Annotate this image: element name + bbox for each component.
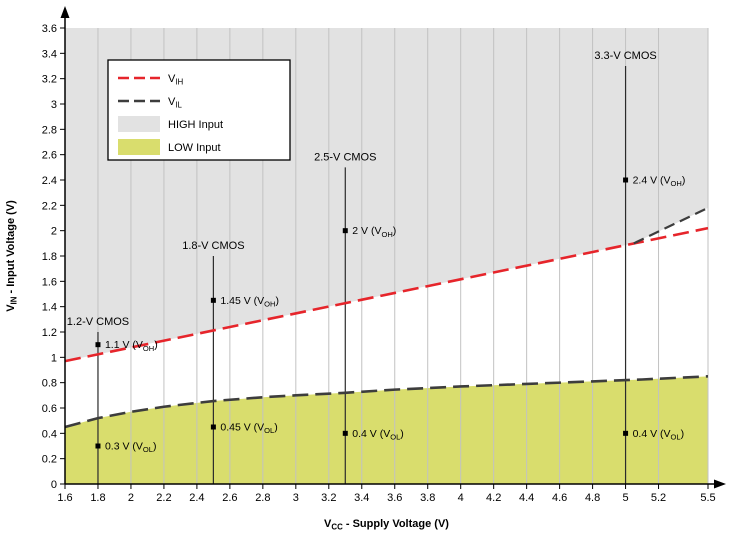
cmos-label: 3.3-V CMOS — [594, 50, 656, 62]
legend-box — [107, 59, 291, 161]
y-tick-label: 3 — [51, 99, 57, 111]
cmos-label: 1.2-V CMOS — [67, 316, 129, 328]
y-tick-label: 3.6 — [42, 23, 57, 35]
x-tick-label: 3.4 — [354, 492, 369, 504]
x-tick-label: 3.6 — [387, 492, 402, 504]
x-tick-label: 2 — [128, 492, 134, 504]
y-tick-label: 1.2 — [42, 327, 57, 339]
y-tick-label: 1.4 — [42, 302, 57, 314]
y-tick-label: 2.6 — [42, 150, 57, 162]
legend-label: VIL — [168, 96, 183, 110]
y-axis-title: VIN - Input Voltage (V) — [5, 200, 19, 312]
point-marker — [95, 443, 101, 449]
legend-label: VIH — [168, 73, 184, 87]
y-tick-label: 1 — [51, 352, 57, 364]
y-tick-label: 0 — [51, 479, 57, 491]
point-marker — [623, 177, 629, 183]
y-axis-arrow — [60, 6, 70, 18]
point-marker — [342, 430, 348, 436]
point-marker — [210, 297, 216, 303]
point-marker — [342, 228, 348, 234]
cmos-label: 2.5-V CMOS — [314, 151, 376, 163]
x-tick-label: 3.8 — [420, 492, 435, 504]
y-tick-label: 3.2 — [42, 74, 57, 86]
y-tick-label: 0.4 — [42, 428, 57, 440]
point-label: 0.4 V (VOL) — [352, 428, 404, 442]
y-tick-label: 2.8 — [42, 124, 57, 136]
x-axis-arrow — [714, 479, 726, 489]
x-tick-label: 3.2 — [321, 492, 336, 504]
x-tick-label: 2.4 — [189, 492, 204, 504]
x-tick-label: 4.4 — [519, 492, 534, 504]
point-marker — [210, 424, 216, 430]
x-tick-label: 2.6 — [222, 492, 237, 504]
x-tick-label: 3 — [293, 492, 299, 504]
point-label: 1.1 V (VOH) — [105, 339, 158, 353]
point-label: 2.4 V (VOH) — [633, 175, 686, 189]
point-marker — [95, 342, 101, 348]
x-tick-label: 4.2 — [486, 492, 501, 504]
y-tick-label: 3.4 — [42, 48, 57, 60]
legend-fill-swatch — [118, 116, 160, 132]
y-tick-label: 2.4 — [42, 175, 57, 187]
point-label: 2 V (VOH) — [352, 225, 396, 239]
x-tick-label: 5.5 — [700, 492, 715, 504]
x-tick-label: 5.2 — [651, 492, 666, 504]
y-tick-label: 1.8 — [42, 251, 57, 263]
x-tick-label: 1.8 — [90, 492, 105, 504]
cmos-label: 1.8-V CMOS — [182, 240, 244, 252]
legend-fill-swatch — [118, 139, 160, 155]
x-tick-label: 2.8 — [255, 492, 270, 504]
point-marker — [623, 430, 629, 436]
vil-line — [64, 375, 709, 429]
legend-label: HIGH Input — [168, 119, 223, 131]
point-label: 0.4 V (VOL) — [633, 428, 685, 442]
vih-extension-line — [633, 206, 709, 245]
y-tick-label: 0.6 — [42, 403, 57, 415]
x-tick-label: 4.8 — [585, 492, 600, 504]
low-input-region — [65, 376, 708, 484]
y-tick-label: 1.6 — [42, 276, 57, 288]
x-tick-label: 4.6 — [552, 492, 567, 504]
point-label: 1.45 V (VOH) — [220, 295, 279, 309]
x-axis-title: VCC - Supply Voltage (V) — [324, 518, 449, 532]
y-tick-label: 0.8 — [42, 378, 57, 390]
y-tick-label: 2.2 — [42, 200, 57, 212]
y-tick-label: 0.2 — [42, 454, 57, 466]
x-tick-label: 2.2 — [156, 492, 171, 504]
legend-label: LOW Input — [168, 142, 221, 154]
point-label: 0.45 V (VOL) — [220, 422, 277, 436]
y-tick-label: 2 — [51, 226, 57, 238]
x-tick-label: 1.6 — [57, 492, 72, 504]
x-tick-label: 4 — [458, 492, 464, 504]
x-tick-label: 5 — [623, 492, 629, 504]
point-label: 0.3 V (VOL) — [105, 441, 157, 455]
vih-line — [64, 226, 709, 363]
